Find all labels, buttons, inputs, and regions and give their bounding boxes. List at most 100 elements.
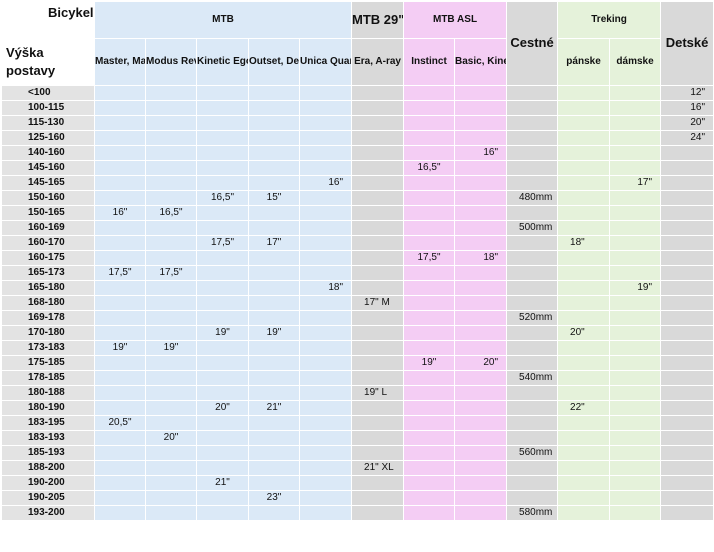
cell-treking-panske xyxy=(557,145,611,161)
cell-mtb-outset-dexter xyxy=(248,145,300,161)
cell-mtb-kinetic-egoist xyxy=(196,385,249,401)
cell-detske xyxy=(660,460,714,476)
bike-size-table: Bicykel MTB MTB 29" MTB ASL Cestné Treki… xyxy=(1,1,714,521)
cell-mtb-unica-quanta xyxy=(298,370,353,386)
cell-asl-instinct: 19" xyxy=(403,355,456,371)
cell-mtb-kinetic-egoist: 17,5" xyxy=(196,235,249,251)
cell-mtb-outset-dexter: 19" xyxy=(248,325,300,341)
row-height-label: 165-173 xyxy=(1,265,95,281)
cell-mtb29-era-aray xyxy=(351,250,405,266)
cell-mtb-modus-revolt xyxy=(145,325,197,341)
cell-cestne xyxy=(506,355,559,371)
cell-mtb-unica-quanta xyxy=(298,295,353,311)
cell-mtb-master-magnum xyxy=(94,130,146,146)
cell-cestne xyxy=(506,85,559,101)
row-height-label: 150-160 xyxy=(1,190,95,206)
cell-detske xyxy=(660,295,714,311)
cell-mtb29-era-aray xyxy=(351,235,405,251)
cell-mtb-unica-quanta xyxy=(298,235,353,251)
cell-asl-instinct xyxy=(403,325,456,341)
table-row: 170-180 19" 19" 20" xyxy=(1,325,714,341)
cell-mtb-kinetic-egoist xyxy=(196,415,249,431)
cell-cestne xyxy=(506,490,559,506)
row-height-label: 183-195 xyxy=(1,415,95,431)
cell-cestne xyxy=(506,475,559,491)
table-row: 180-190 20" 21" 22" xyxy=(1,400,714,416)
cell-treking-damske xyxy=(609,400,662,416)
cell-cestne xyxy=(506,415,559,431)
cell-mtb-master-magnum xyxy=(94,175,146,191)
cell-mtb-kinetic-egoist xyxy=(196,340,249,356)
cell-mtb29-era-aray xyxy=(351,340,405,356)
cell-asl-instinct: 17,5" xyxy=(403,250,456,266)
subheader-kinetic-egoist: Kinetic Egoist xyxy=(196,38,249,86)
row-height-label: 170-180 xyxy=(1,325,95,341)
cell-asl-basic-kinetic-traction: 20" xyxy=(454,355,508,371)
cell-treking-panske xyxy=(557,295,611,311)
cell-mtb-kinetic-egoist xyxy=(196,310,249,326)
cell-mtb-unica-quanta xyxy=(298,400,353,416)
cell-treking-panske xyxy=(557,340,611,356)
cell-mtb-master-magnum xyxy=(94,400,146,416)
cell-asl-instinct xyxy=(403,385,456,401)
cell-mtb-master-magnum xyxy=(94,295,146,311)
cell-asl-basic-kinetic-traction xyxy=(454,310,508,326)
row-height-label: 180-190 xyxy=(1,400,95,416)
table-row: 175-185 19" 20" xyxy=(1,355,714,371)
cell-treking-panske xyxy=(557,445,611,461)
cell-mtb-master-magnum: 20,5" xyxy=(94,415,146,431)
cell-mtb-unica-quanta xyxy=(298,190,353,206)
row-height-label: 115-130 xyxy=(1,115,95,131)
table-row: 160-169 500mm xyxy=(1,220,714,236)
cell-detske xyxy=(660,490,714,506)
cell-asl-basic-kinetic-traction xyxy=(454,115,508,131)
table-row: 169-178 520mm xyxy=(1,310,714,326)
cell-asl-instinct xyxy=(403,115,456,131)
row-height-label: 193-200 xyxy=(1,505,95,521)
cell-treking-damske xyxy=(609,460,662,476)
table-row: 145-160 16,5" xyxy=(1,160,714,176)
cell-mtb-kinetic-egoist xyxy=(196,130,249,146)
cell-detske xyxy=(660,235,714,251)
table-row: <100 12" xyxy=(1,85,714,101)
row-height-label: 140-160 xyxy=(1,145,95,161)
cell-asl-instinct xyxy=(403,490,456,506)
cell-treking-damske xyxy=(609,385,662,401)
row-height-label: 169-178 xyxy=(1,310,95,326)
cell-mtb-unica-quanta xyxy=(298,430,353,446)
cell-treking-damske xyxy=(609,340,662,356)
cell-mtb-outset-dexter: 23" xyxy=(248,490,300,506)
cell-mtb-outset-dexter xyxy=(248,85,300,101)
cell-mtb29-era-aray xyxy=(351,490,405,506)
cell-treking-panske xyxy=(557,250,611,266)
cell-treking-panske xyxy=(557,190,611,206)
cell-asl-basic-kinetic-traction xyxy=(454,505,508,521)
cell-asl-instinct xyxy=(403,505,456,521)
cell-asl-basic-kinetic-traction xyxy=(454,130,508,146)
cell-detske: 12" xyxy=(660,85,714,101)
cell-mtb-master-magnum xyxy=(94,280,146,296)
cell-treking-panske xyxy=(557,175,611,191)
cell-mtb-modus-revolt xyxy=(145,355,197,371)
cell-mtb-modus-revolt: 17,5" xyxy=(145,265,197,281)
cell-detske xyxy=(660,175,714,191)
cell-treking-damske xyxy=(609,505,662,521)
table-row: 183-195 20,5" xyxy=(1,415,714,431)
cell-treking-damske xyxy=(609,85,662,101)
cell-detske xyxy=(660,160,714,176)
cell-treking-panske xyxy=(557,160,611,176)
cell-asl-basic-kinetic-traction xyxy=(454,190,508,206)
cell-asl-instinct xyxy=(403,415,456,431)
cell-treking-damske xyxy=(609,445,662,461)
group-header-mtb-asl: MTB ASL xyxy=(403,1,508,39)
cell-detske xyxy=(660,445,714,461)
cell-asl-basic-kinetic-traction xyxy=(454,280,508,296)
cell-asl-instinct xyxy=(403,85,456,101)
cell-mtb-master-magnum xyxy=(94,115,146,131)
cell-treking-damske xyxy=(609,415,662,431)
cell-mtb-outset-dexter xyxy=(248,280,300,296)
cell-mtb-kinetic-egoist xyxy=(196,295,249,311)
cell-treking-damske xyxy=(609,475,662,491)
cell-mtb-unica-quanta xyxy=(298,505,353,521)
cell-mtb-outset-dexter xyxy=(248,430,300,446)
